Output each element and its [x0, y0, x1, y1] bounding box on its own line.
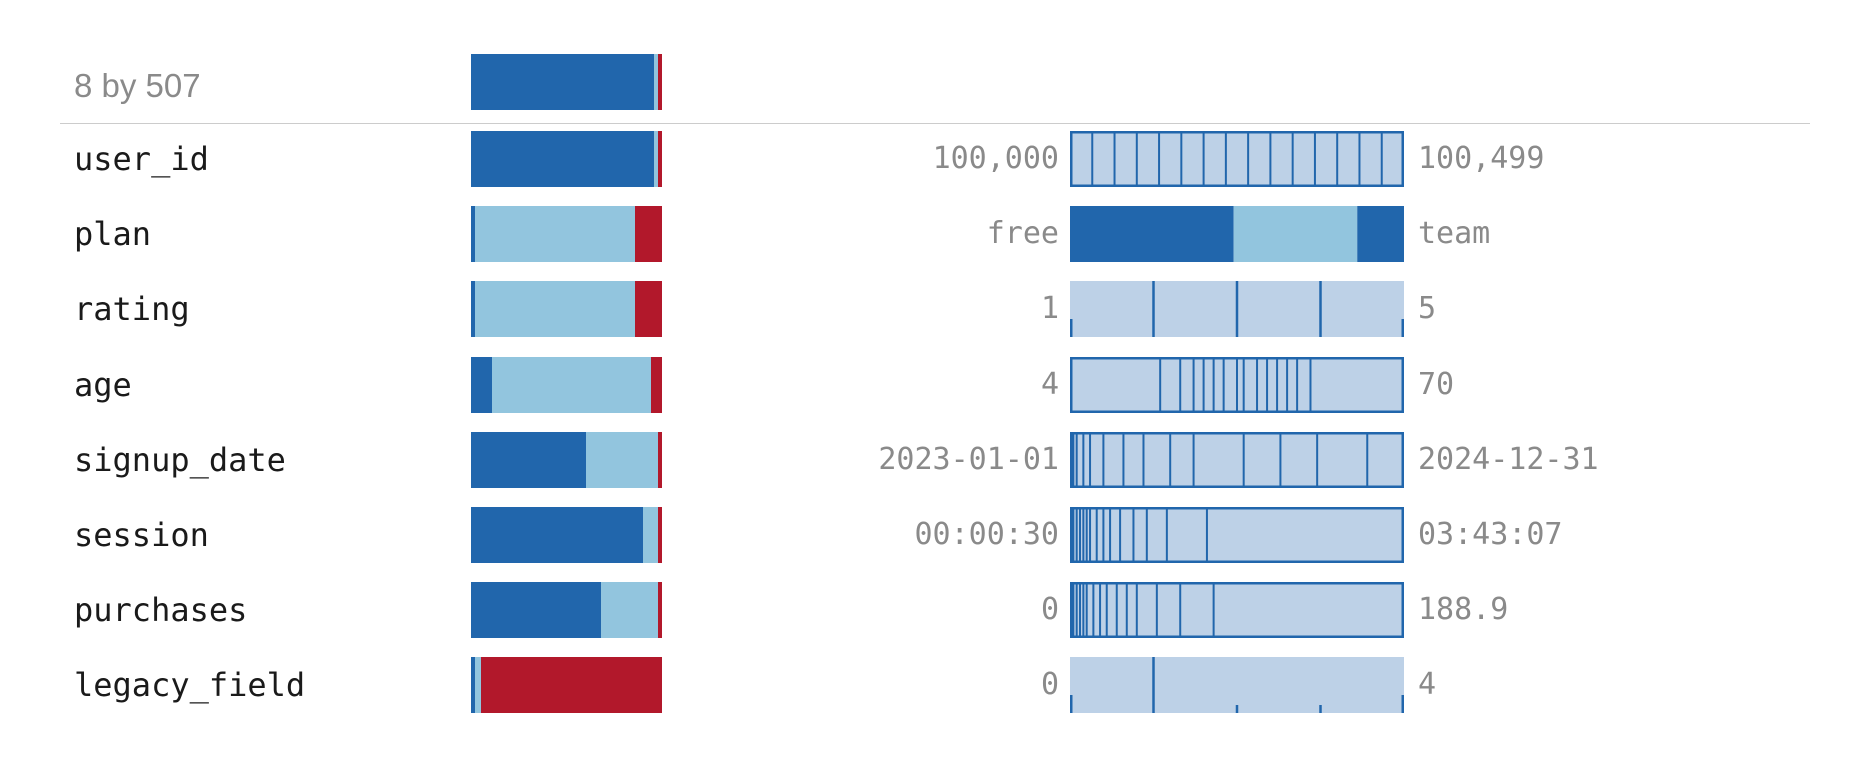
distribution-histogram [1070, 281, 1404, 337]
histogram-svg [1070, 432, 1404, 488]
min-label: 2023-01-01 [878, 442, 1059, 477]
histogram-frame [1070, 432, 1404, 488]
quality-bar [471, 206, 662, 262]
summary-missing-segment [658, 54, 662, 110]
quality-missing-segment [658, 507, 662, 563]
quality-missing-segment [650, 357, 662, 413]
quality-valid-segment [471, 582, 601, 638]
quality-valid-segment [471, 131, 655, 187]
column-row: legacy_field 0 4 [0, 657, 1864, 713]
summary-quality-bar [471, 54, 662, 110]
distribution-histogram [1070, 582, 1404, 638]
quality-distinct-segment [585, 432, 659, 488]
min-label: 1 [1040, 291, 1059, 326]
distribution-histogram [1070, 206, 1404, 262]
quality-distinct-segment [642, 507, 659, 563]
column-row: session 00:00:30 03:43:07 [0, 507, 1864, 563]
quality-valid-segment [471, 281, 475, 337]
min-label: 00:00:30 [914, 517, 1060, 552]
column-row: user_id 100,000 100,499 [0, 131, 1864, 187]
column-name: purchases [74, 591, 248, 629]
quality-missing-segment [635, 281, 662, 337]
quality-distinct-segment [474, 657, 481, 713]
column-row: age 4 70 [0, 357, 1864, 413]
histogram-frame [1070, 582, 1404, 638]
max-label: 100,499 [1418, 141, 1545, 176]
quality-valid-segment [471, 206, 475, 262]
category-bar [1357, 206, 1404, 262]
column-name: plan [74, 215, 152, 253]
column-row: rating 1 5 [0, 281, 1864, 337]
min-label: 100,000 [932, 141, 1059, 176]
column-name: user_id [74, 140, 209, 178]
max-label: 5 [1418, 291, 1437, 326]
column-row: purchases 0 188.9 [0, 582, 1864, 638]
min-label: free [986, 216, 1059, 251]
histogram-svg [1070, 582, 1404, 638]
histogram-svg [1070, 357, 1404, 413]
histogram-frame [1070, 507, 1404, 563]
max-label: 70 [1418, 367, 1455, 402]
max-label: 188.9 [1418, 592, 1509, 627]
quality-distinct-segment [474, 281, 636, 337]
quality-valid-segment [471, 432, 586, 488]
column-name: legacy_field [74, 666, 306, 704]
max-label: 03:43:07 [1418, 517, 1563, 552]
histogram-svg [1070, 131, 1404, 187]
distribution-histogram [1070, 507, 1404, 563]
category-bar [1070, 206, 1234, 262]
quality-bar [471, 281, 662, 337]
histogram-background [1070, 657, 1404, 713]
column-name: age [74, 366, 132, 404]
histogram-svg [1070, 206, 1404, 262]
quality-distinct-segment [492, 357, 651, 413]
quality-missing-segment [480, 657, 662, 713]
min-label: 4 [1040, 367, 1059, 402]
category-bar [1233, 206, 1358, 262]
max-label: 2024-12-31 [1418, 442, 1599, 477]
quality-valid-segment [471, 657, 475, 713]
quality-distinct-segment [474, 206, 636, 262]
quality-bar [471, 131, 662, 187]
min-label: 0 [1040, 667, 1059, 702]
quality-missing-segment [658, 131, 662, 187]
column-name: session [74, 516, 209, 554]
max-label: team [1418, 216, 1491, 251]
summary-valid-segment [471, 54, 655, 110]
quality-bar [471, 582, 662, 638]
quality-valid-segment [471, 507, 643, 563]
min-label: 0 [1040, 592, 1059, 627]
distribution-histogram [1070, 432, 1404, 488]
distribution-histogram [1070, 131, 1404, 187]
summary-distinct-segment [654, 54, 659, 110]
histogram-svg [1070, 507, 1404, 563]
quality-distinct-segment [654, 131, 659, 187]
quality-bar [471, 357, 662, 413]
histogram-svg [1070, 657, 1404, 713]
header-divider [60, 123, 1810, 124]
distribution-histogram [1070, 657, 1404, 713]
histogram-frame [1070, 131, 1404, 187]
dataset-shape-label: 8 by 507 [74, 67, 201, 104]
quality-missing-segment [658, 432, 662, 488]
quality-bar [471, 507, 662, 563]
quality-bar [471, 657, 662, 713]
max-label: 4 [1418, 667, 1437, 702]
quality-distinct-segment [600, 582, 659, 638]
histogram-svg [1070, 281, 1404, 337]
distribution-histogram [1070, 357, 1404, 413]
column-name: rating [74, 290, 190, 328]
quality-bar [471, 432, 662, 488]
quality-missing-segment [658, 582, 662, 638]
column-row: signup_date 2023-01-01 2024-12-31 [0, 432, 1864, 488]
quality-missing-segment [635, 206, 662, 262]
column-row: plan free team [0, 206, 1864, 262]
quality-valid-segment [471, 357, 492, 413]
column-name: signup_date [74, 441, 286, 479]
